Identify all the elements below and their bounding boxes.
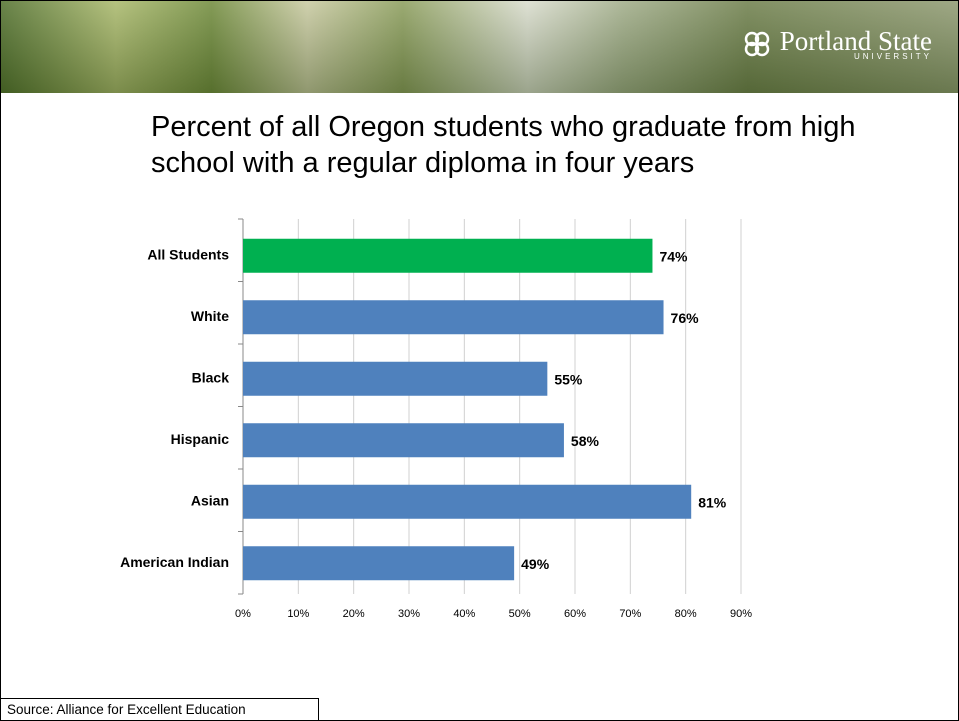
- bar: [243, 546, 515, 581]
- banner: [1, 1, 958, 93]
- x-tick-label: 10%: [287, 608, 309, 620]
- x-tick-label: 30%: [398, 608, 420, 620]
- logo-subtext: UNIVERSITY: [853, 51, 932, 61]
- data-label: 81%: [698, 494, 727, 510]
- x-tick-label: 50%: [509, 608, 531, 620]
- y-tick-label: Hispanic: [171, 431, 230, 447]
- data-label: 74%: [659, 248, 688, 264]
- y-tick-label: All Students: [147, 246, 229, 262]
- logo-text: Portland State: [779, 25, 932, 56]
- data-label: 55%: [554, 371, 583, 387]
- y-tick-label: American Indian: [120, 554, 229, 570]
- x-tick-label: 80%: [675, 608, 697, 620]
- x-tick-label: 20%: [343, 608, 365, 620]
- y-tick-label: White: [191, 308, 229, 324]
- bar: [243, 423, 564, 458]
- y-tick-label: Black: [192, 369, 230, 385]
- bar: [243, 484, 692, 519]
- data-label: 49%: [521, 556, 550, 572]
- x-tick-label: 0%: [235, 608, 251, 620]
- data-label: 76%: [671, 310, 700, 326]
- y-tick-label: Asian: [191, 492, 229, 508]
- logo: Portland State UNIVERSITY: [740, 27, 932, 61]
- x-tick-label: 90%: [730, 608, 752, 620]
- logo-icon: [744, 31, 770, 57]
- bar: [243, 361, 548, 396]
- x-tick-label: 70%: [619, 608, 641, 620]
- chart-title: Percent of all Oregon students who gradu…: [151, 111, 856, 179]
- x-tick-label: 40%: [453, 608, 475, 620]
- source-note: Source: Alliance for Excellent Education: [1, 698, 319, 720]
- x-tick-label: 60%: [564, 608, 586, 620]
- data-label: 58%: [571, 433, 600, 449]
- logo-words: Portland State UNIVERSITY: [779, 25, 932, 61]
- bar: [243, 238, 653, 273]
- bar: [243, 300, 664, 335]
